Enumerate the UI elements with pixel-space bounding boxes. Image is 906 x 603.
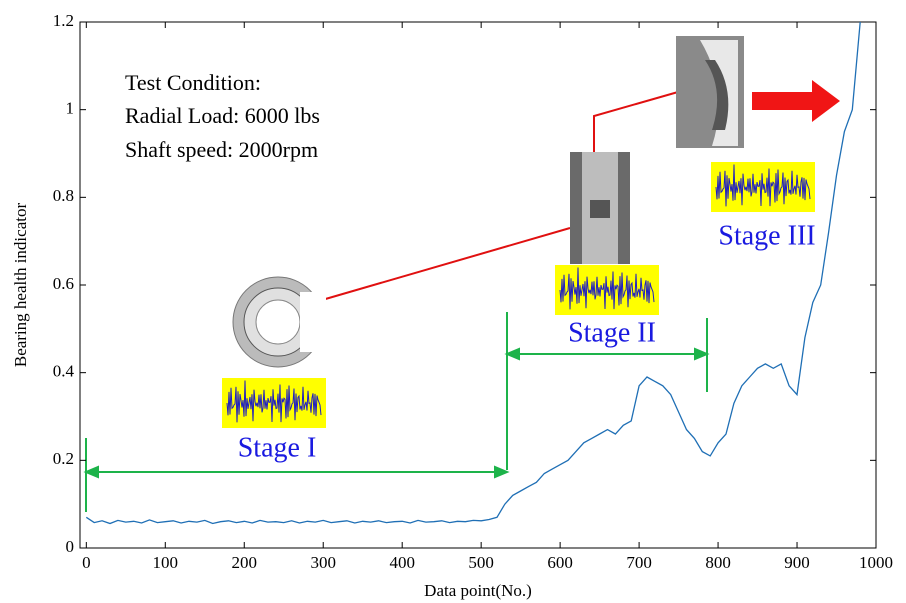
data-line [85,21,861,525]
x-tick-label: 300 [310,553,336,572]
x-tick-label: 1000 [859,553,893,572]
x-tick-label: 0 [82,553,91,572]
waveform-trace [559,267,655,310]
annotation: Test Condition: [125,70,261,95]
x-axis-label: Data point(No.) [424,581,532,600]
defect-image [570,152,630,264]
y-tick-label: 0.6 [53,274,74,293]
x-tick-label: 500 [468,553,494,572]
x-tick-label: 800 [705,553,731,572]
y-tick-label: 0.2 [53,449,74,468]
annotation: Shaft speed: 2000rpm [125,137,318,162]
y-tick-label: 0.8 [53,186,74,205]
waveform-trace [226,380,322,423]
x-tick-label: 400 [389,553,415,572]
x-tick-label: 100 [153,553,179,572]
x-tick-label: 600 [547,553,573,572]
arrow [752,80,840,122]
stage-markers [83,312,710,512]
x-tick-label: 900 [784,553,810,572]
y-tick-label: 1 [66,99,75,118]
defect-image [676,36,744,148]
annotation: Radial Load: 6000 lbs [125,103,320,128]
callout-lines [321,91,679,301]
y-tick-label: 0 [66,537,75,556]
annotation: Stage I [238,432,317,463]
waveform-trace [715,164,811,207]
y-tick-label: 0.4 [53,362,75,381]
y-tick-label: 1.2 [53,11,74,30]
annotation: Stage III [718,220,815,251]
annotation: Stage II [568,317,656,348]
x-tick-label: 700 [626,553,652,572]
x-tick-label: 200 [232,553,258,572]
y-axis-label: Bearing health indicator [11,203,30,368]
bearing-image [232,276,326,368]
